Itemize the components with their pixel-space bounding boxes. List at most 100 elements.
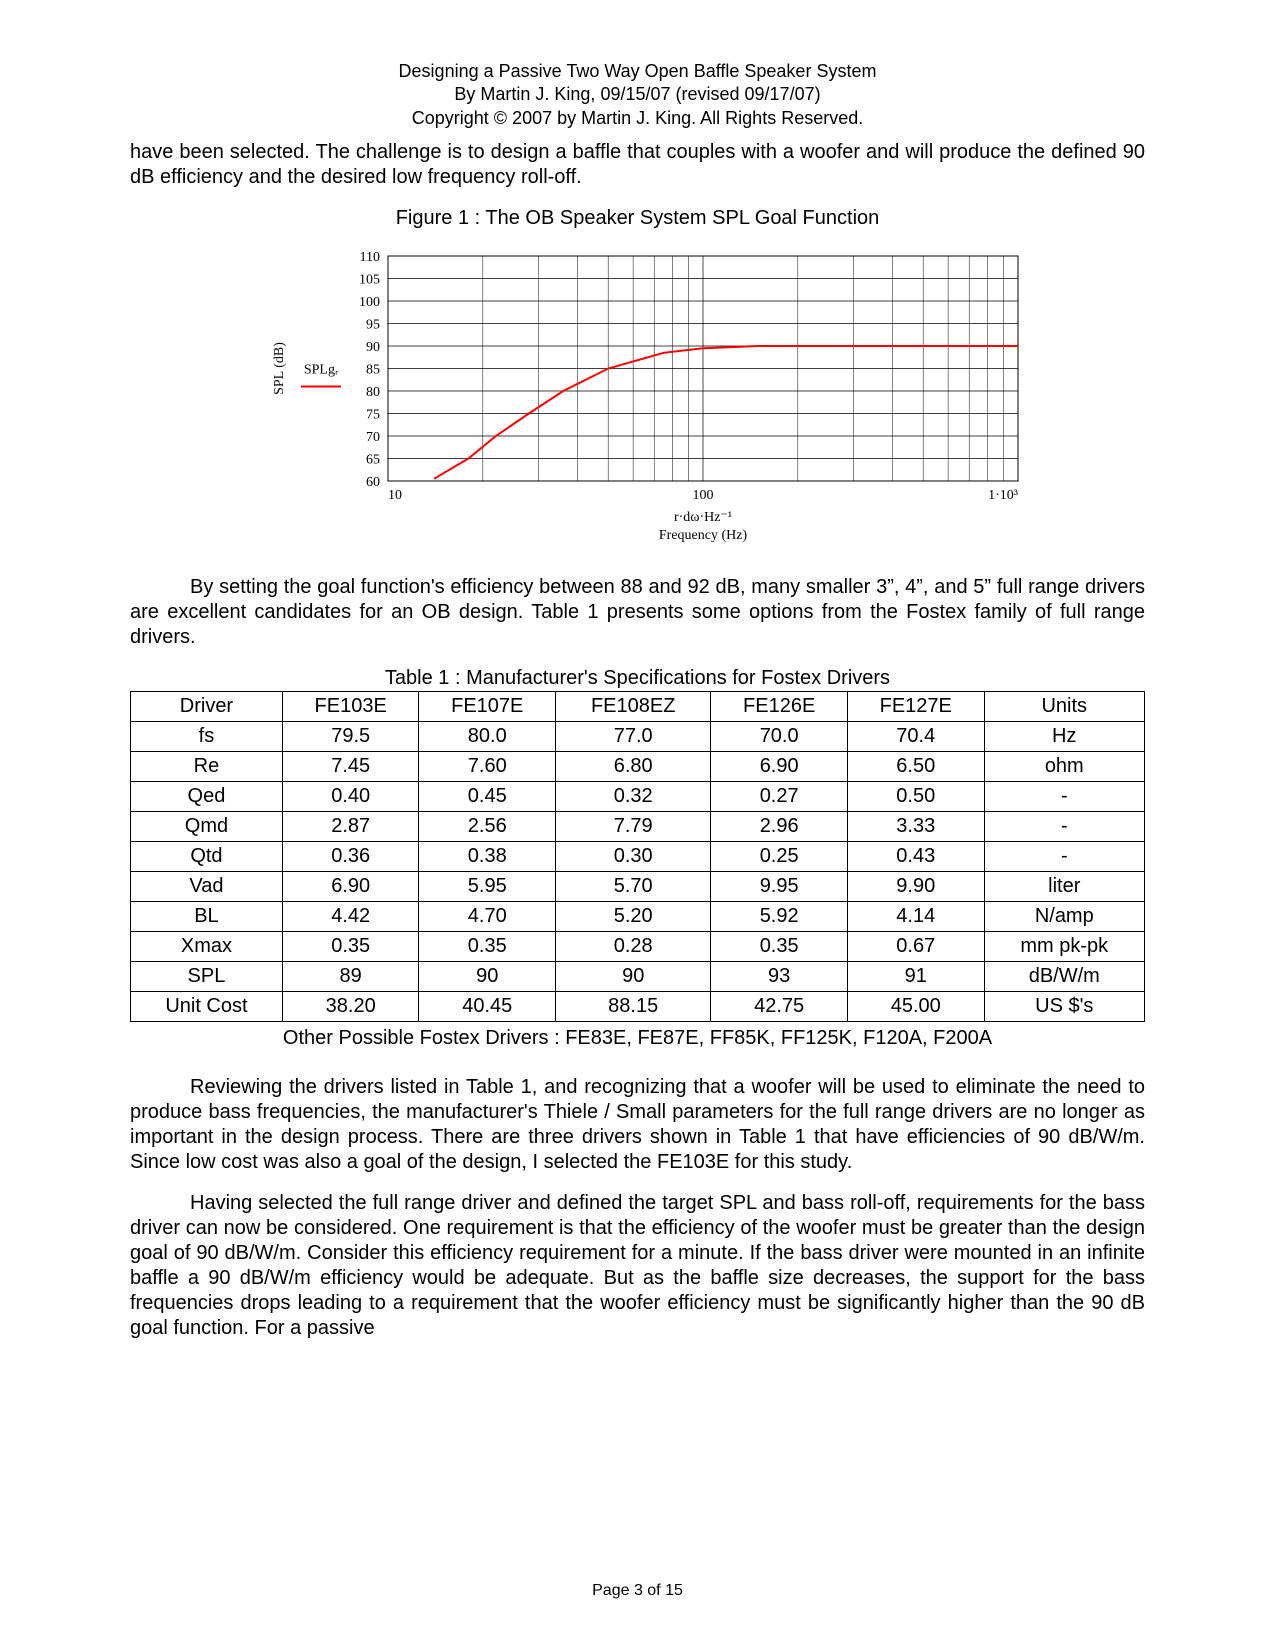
table-cell: Hz [984, 722, 1144, 752]
table-cell: N/amp [984, 902, 1144, 932]
table-cell: 90 [419, 962, 556, 992]
table-cell: 7.45 [282, 752, 419, 782]
table-cell: 5.95 [419, 872, 556, 902]
table-cell: Re [131, 752, 283, 782]
table-cell: Qtd [131, 842, 283, 872]
table-header-cell: FE126E [711, 692, 848, 722]
table-cell: SPL [131, 962, 283, 992]
svg-text:95: 95 [366, 318, 380, 333]
table-row: Unit Cost38.2040.4588.1542.7545.00US $'s [131, 992, 1145, 1022]
page-header: Designing a Passive Two Way Open Baffle … [130, 60, 1145, 130]
table-cell: 6.90 [711, 752, 848, 782]
table-cell: Xmax [131, 932, 283, 962]
table-cell: 9.95 [711, 872, 848, 902]
table-cell: 0.50 [847, 782, 984, 812]
table-cell: 90 [556, 962, 711, 992]
header-line: Copyright © 2007 by Martin J. King. All … [130, 107, 1145, 130]
table-row: SPL8990909391dB/W/m [131, 962, 1145, 992]
table-cell: 0.36 [282, 842, 419, 872]
svg-text:SPLgᵣ: SPLgᵣ [303, 363, 337, 378]
svg-text:r·dω·Hz⁻¹: r·dω·Hz⁻¹ [673, 510, 731, 525]
table-cell: 80.0 [419, 722, 556, 752]
table-cell: 6.90 [282, 872, 419, 902]
table-cell: 0.45 [419, 782, 556, 812]
table-cell: mm pk-pk [984, 932, 1144, 962]
table-cell: 45.00 [847, 992, 984, 1022]
table-cell: - [984, 842, 1144, 872]
header-line: By Martin J. King, 09/15/07 (revised 09/… [130, 83, 1145, 106]
table-cell: 3.33 [847, 812, 984, 842]
spl-chart: 6065707580859095100105110101001·10³SPL (… [130, 241, 1145, 551]
paragraph: Reviewing the drivers listed in Table 1,… [130, 1075, 1145, 1175]
table-cell: 5.92 [711, 902, 848, 932]
table-row: Vad6.905.955.709.959.90liter [131, 872, 1145, 902]
svg-text:1·10³: 1·10³ [988, 488, 1018, 503]
svg-text:100: 100 [359, 295, 380, 310]
table-cell: 0.43 [847, 842, 984, 872]
svg-text:70: 70 [366, 430, 380, 445]
svg-text:65: 65 [366, 453, 380, 468]
table-cell: 0.35 [711, 932, 848, 962]
table-cell: 77.0 [556, 722, 711, 752]
table-cell: US $'s [984, 992, 1144, 1022]
table-header-cell: FE107E [419, 692, 556, 722]
figure-title: Figure 1 : The OB Speaker System SPL Goa… [130, 206, 1145, 231]
svg-text:90: 90 [366, 340, 380, 355]
table-cell: 9.90 [847, 872, 984, 902]
table-cell: 7.60 [419, 752, 556, 782]
page-container: Designing a Passive Two Way Open Baffle … [0, 0, 1275, 1651]
table-cell: 88.15 [556, 992, 711, 1022]
table-cell: BL [131, 902, 283, 932]
svg-text:75: 75 [366, 408, 380, 423]
table-cell: Qed [131, 782, 283, 812]
table-cell: 4.70 [419, 902, 556, 932]
table-cell: 40.45 [419, 992, 556, 1022]
table-header-cell: Units [984, 692, 1144, 722]
table-row: Qmd2.872.567.792.963.33- [131, 812, 1145, 842]
svg-text:110: 110 [359, 250, 379, 265]
paragraph: Having selected the full range driver an… [130, 1191, 1145, 1341]
table-cell: fs [131, 722, 283, 752]
table-cell: ohm [984, 752, 1144, 782]
table-row: Qed0.400.450.320.270.50- [131, 782, 1145, 812]
table-cell: 4.42 [282, 902, 419, 932]
table-cell: 2.87 [282, 812, 419, 842]
table-header-cell: FE127E [847, 692, 984, 722]
table-row: Xmax0.350.350.280.350.67mm pk-pk [131, 932, 1145, 962]
page-number: Page 3 of 15 [0, 1581, 1275, 1601]
table-cell: 0.28 [556, 932, 711, 962]
table-header-cell: FE103E [282, 692, 419, 722]
table-footnote: Other Possible Fostex Drivers : FE83E, F… [130, 1026, 1145, 1051]
svg-text:60: 60 [366, 475, 380, 490]
table-cell: 0.27 [711, 782, 848, 812]
table-row: fs79.580.077.070.070.4Hz [131, 722, 1145, 752]
table-cell: 4.14 [847, 902, 984, 932]
table-cell: 2.96 [711, 812, 848, 842]
table-cell: 91 [847, 962, 984, 992]
table-row: Qtd0.360.380.300.250.43- [131, 842, 1145, 872]
table-cell: 0.38 [419, 842, 556, 872]
table-cell: 0.30 [556, 842, 711, 872]
table-cell: Vad [131, 872, 283, 902]
table-row: BL4.424.705.205.924.14N/amp [131, 902, 1145, 932]
table-cell: 70.0 [711, 722, 848, 752]
table-header-cell: FE108EZ [556, 692, 711, 722]
table-cell: Unit Cost [131, 992, 283, 1022]
svg-text:105: 105 [359, 273, 380, 288]
table-header-cell: Driver [131, 692, 283, 722]
table-row: Re7.457.606.806.906.50ohm [131, 752, 1145, 782]
svg-text:80: 80 [366, 385, 380, 400]
table-cell: 38.20 [282, 992, 419, 1022]
table-cell: dB/W/m [984, 962, 1144, 992]
table-cell: - [984, 782, 1144, 812]
spl-chart-svg: 6065707580859095100105110101001·10³SPL (… [228, 241, 1048, 551]
svg-text:SPL (dB): SPL (dB) [272, 342, 287, 395]
table-cell: 79.5 [282, 722, 419, 752]
table-title: Table 1 : Manufacturer's Specifications … [130, 666, 1145, 691]
table-cell: 70.4 [847, 722, 984, 752]
table-cell: liter [984, 872, 1144, 902]
table-cell: 89 [282, 962, 419, 992]
table-cell: 7.79 [556, 812, 711, 842]
table-cell: 5.70 [556, 872, 711, 902]
table-cell: 5.20 [556, 902, 711, 932]
